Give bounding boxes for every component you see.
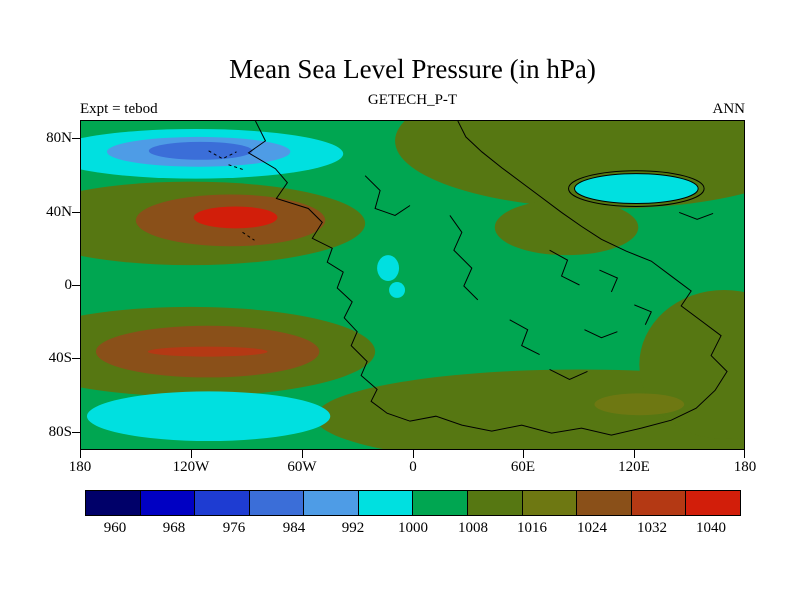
lat-tick: [72, 212, 80, 213]
page-title: Mean Sea Level Pressure (in hPa): [229, 54, 596, 84]
island-coast-3: [634, 304, 652, 325]
polar-dashed-coast-2: [228, 164, 244, 171]
colorbar-label: 1032: [637, 520, 667, 536]
island-coast-5: [584, 329, 618, 339]
lon-label: 120W: [172, 459, 210, 475]
colorbar-label: 960: [103, 520, 127, 536]
colorbar-segment: [522, 491, 578, 515]
dashed-coast-3: [242, 231, 255, 241]
lon-tick: [191, 450, 192, 458]
colorbar-label: 1008: [458, 520, 488, 536]
continent-outline: [247, 121, 728, 436]
lat-label: 80S: [48, 424, 72, 440]
region-south-polar-low: [86, 391, 331, 442]
colorbar-segment: [631, 491, 687, 515]
lon-label: 60W: [287, 459, 317, 475]
colorbar-label: 1040: [696, 520, 726, 536]
lat-label: 40S: [48, 350, 72, 366]
lon-label: 180: [68, 459, 92, 475]
polar-dashed-coast-1: [208, 150, 237, 160]
lon-tick: [80, 450, 81, 458]
island-coast-4: [679, 211, 714, 220]
lat-tick: [72, 358, 80, 359]
region-northeast-low: [574, 173, 699, 204]
coastlines: [208, 121, 728, 436]
colorbar-segment: [413, 491, 469, 515]
season-label: ANN: [712, 101, 746, 117]
colorbar-label: 968: [162, 520, 186, 536]
region-mideast-high: [494, 199, 639, 256]
plot-subtitle: GETECH_P-T: [367, 92, 458, 108]
colorbar-label: 984: [282, 520, 306, 536]
colorbar-label: 1016: [517, 520, 547, 536]
map-plot-area: [80, 120, 745, 450]
lat-tick: [72, 138, 80, 139]
region-southeast-inner-high: [594, 393, 685, 416]
island-coast-6: [549, 369, 588, 380]
inland-sea-coast: [364, 175, 411, 216]
lon-label: 60E: [510, 459, 536, 475]
colorbar-label: 1024: [577, 520, 607, 536]
island-coast-7: [509, 319, 540, 356]
lon-tick: [302, 450, 303, 458]
lon-tick: [523, 450, 524, 458]
island-coast-1: [549, 249, 580, 286]
region-south-high-core: [147, 346, 268, 357]
colorbar-segment: [468, 491, 523, 515]
colorbar-segment: [140, 491, 196, 515]
colorbar-label: 992: [341, 520, 365, 536]
colorbar-segment: [686, 491, 740, 515]
interior-coast: [449, 215, 479, 301]
experiment-label: Expt = tebod: [80, 101, 158, 117]
lat-label: 0: [64, 277, 73, 293]
region-equatorial-low-patch-1: [377, 255, 400, 282]
region-equatorial-low-patch-2: [389, 282, 406, 298]
colorbar-segment: [304, 491, 359, 515]
lon-label: 180: [733, 459, 757, 475]
lat-label: 40N: [46, 204, 72, 220]
lat-tick: [72, 432, 80, 433]
colorbar-segment: [249, 491, 305, 515]
region-north-polar-low-core: [148, 141, 253, 160]
colorbar-segment: [195, 491, 250, 515]
island-coast-2: [599, 269, 619, 293]
lat-label: 80N: [46, 130, 72, 146]
colorbar-segment: [358, 491, 414, 515]
lon-label: 0: [409, 459, 417, 475]
lon-tick: [744, 450, 745, 458]
colorbar-segment: [86, 491, 141, 515]
lon-tick: [413, 450, 414, 458]
region-north-high-core: [193, 206, 278, 229]
lon-tick: [634, 450, 635, 458]
northeast-island-outline: [568, 170, 705, 207]
colorbar-segment: [577, 491, 632, 515]
pressure-map: [81, 121, 744, 449]
colorbar-label: 976: [222, 520, 246, 536]
lon-label: 120E: [618, 459, 650, 475]
lat-tick: [72, 285, 80, 286]
colorbar: [85, 490, 741, 516]
colorbar-label: 1000: [398, 520, 428, 536]
